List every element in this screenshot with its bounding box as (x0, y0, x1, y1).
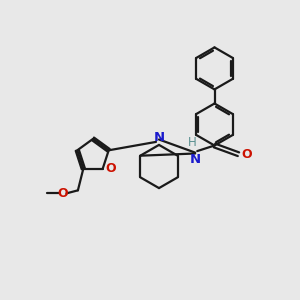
Text: O: O (242, 148, 252, 161)
Text: O: O (106, 162, 116, 175)
Text: N: N (190, 154, 201, 166)
Text: O: O (58, 187, 68, 200)
Text: N: N (153, 131, 165, 144)
Text: H: H (188, 136, 197, 149)
